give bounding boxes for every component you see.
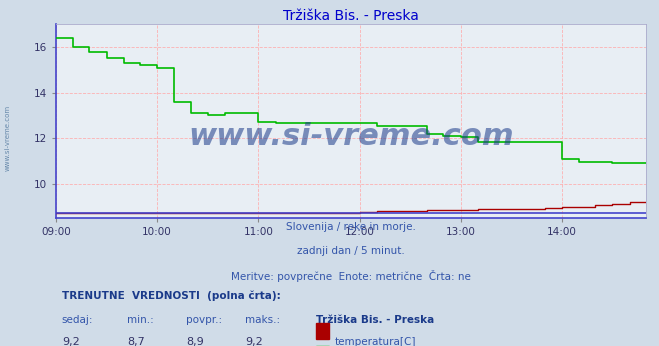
Text: min.:: min.:	[127, 315, 154, 325]
Text: 9,2: 9,2	[62, 337, 80, 346]
Text: povpr.:: povpr.:	[186, 315, 222, 325]
Text: maks.:: maks.:	[244, 315, 280, 325]
Text: Slovenija / reke in morje.: Slovenija / reke in morje.	[286, 221, 416, 231]
Text: TRENUTNE  VREDNOSTI  (polna črta):: TRENUTNE VREDNOSTI (polna črta):	[62, 291, 281, 301]
Text: 9,2: 9,2	[244, 337, 262, 346]
Text: sedaj:: sedaj:	[62, 315, 94, 325]
Title: Tržiška Bis. - Preska: Tržiška Bis. - Preska	[283, 9, 419, 23]
Text: temperatura[C]: temperatura[C]	[334, 337, 416, 346]
Bar	[316, 323, 328, 339]
Text: Tržiška Bis. - Preska: Tržiška Bis. - Preska	[316, 315, 434, 325]
Text: www.si-vreme.com: www.si-vreme.com	[188, 122, 514, 151]
Text: 8,9: 8,9	[186, 337, 204, 346]
Text: zadnji dan / 5 minut.: zadnji dan / 5 minut.	[297, 246, 405, 256]
Text: www.si-vreme.com: www.si-vreme.com	[5, 105, 11, 172]
Text: Meritve: povprečne  Enote: metrične  Črta: ne: Meritve: povprečne Enote: metrične Črta:…	[231, 270, 471, 282]
Text: 8,7: 8,7	[127, 337, 144, 346]
